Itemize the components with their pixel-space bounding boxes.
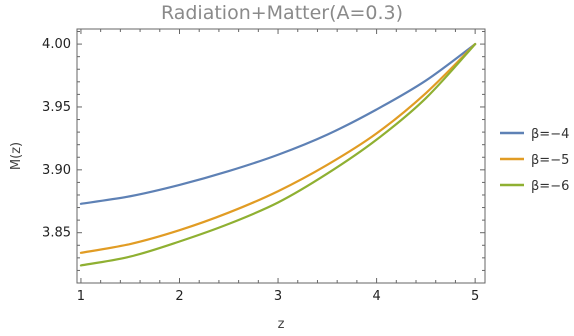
x-tick-label: 4: [372, 289, 380, 304]
x-axis: 1 2 3 4 5: [77, 29, 479, 304]
y-tick-label: 3.85: [42, 226, 71, 241]
series-line-2: [79, 42, 477, 254]
x-tick-label: 5: [471, 289, 479, 304]
x-axis-label: z: [278, 317, 285, 332]
plot-frame: [76, 28, 486, 284]
plot-area: [79, 42, 477, 267]
legend: β=−4 β=−5 β=−6: [500, 127, 569, 194]
legend-label-1: β=−4: [531, 127, 569, 142]
y-axis: 3.85 3.90 3.95 4.00: [42, 31, 485, 271]
chart-title: Radiation+Matter(A=0.3): [161, 2, 403, 24]
x-tick-label: 2: [175, 289, 183, 304]
x-tick-label: 1: [77, 289, 85, 304]
y-tick-label: 4.00: [42, 37, 71, 52]
y-tick-label: 3.95: [42, 100, 71, 115]
y-tick-label: 3.90: [42, 163, 71, 178]
x-tick-label: 3: [274, 289, 282, 304]
series-line-1: [79, 42, 477, 205]
legend-label-3: β=−6: [531, 179, 569, 194]
legend-label-2: β=−5: [531, 153, 569, 168]
series-line-3: [79, 42, 477, 267]
y-axis-label: M(z): [9, 142, 24, 170]
